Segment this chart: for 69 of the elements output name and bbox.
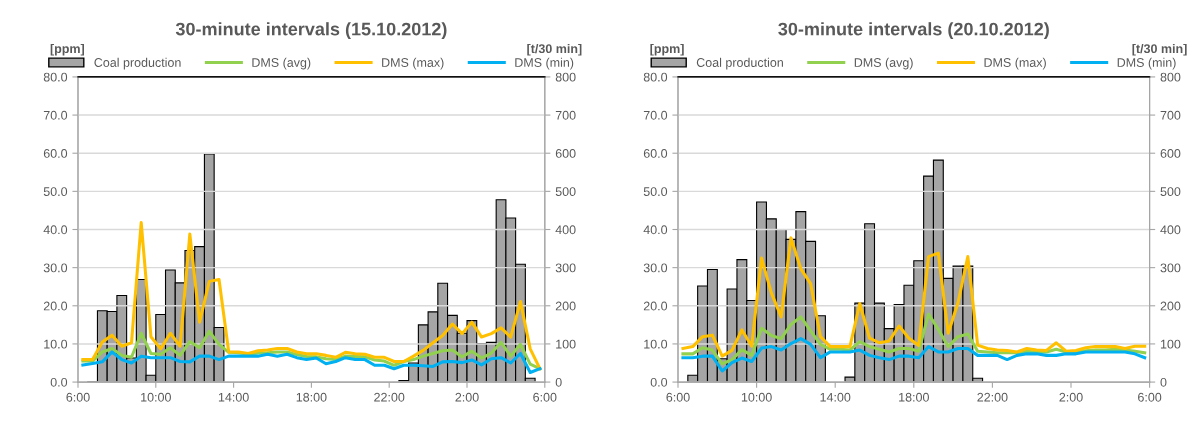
x-tick-label: 14:00 (820, 392, 851, 402)
x-tick-label: 10:00 (741, 392, 772, 402)
y2-tick-label: 500 (555, 187, 576, 197)
y2-tick-label: 800 (555, 72, 576, 82)
y2-tick-label: 100 (556, 339, 576, 349)
x-tick-label: 18:00 (899, 392, 929, 402)
y2-tick-label: 500 (1160, 187, 1181, 197)
legend-label: DMS (max) (382, 57, 444, 70)
y2-tick-label: 0 (555, 377, 562, 387)
y2-tick-label: 400 (1160, 225, 1181, 235)
line-series (681, 337, 1147, 373)
legend-label: DMS (max) (984, 57, 1046, 70)
y2-tick-label: 400 (555, 225, 576, 235)
x-tick-label: 6:00 (666, 392, 690, 402)
y-axis-title: [ppm] (50, 43, 84, 56)
chart-title: 30-minute intervals (15.10.2012) (175, 22, 447, 39)
y2-tick-label: 800 (1160, 72, 1181, 82)
x-tick-label: 2:00 (1059, 392, 1083, 402)
y-tick-label: 60.0 (43, 149, 68, 158)
y2-tick-label: 100 (1160, 339, 1181, 349)
y-tick-label: 40.0 (43, 225, 68, 235)
y2-tick-label: 0 (1160, 377, 1167, 387)
y-tick-label: 70.0 (43, 110, 68, 120)
line-series (81, 350, 542, 375)
y-tick-label: 30.0 (643, 263, 668, 273)
x-tick-label: 6:00 (66, 392, 90, 402)
y-tick-label: 40.0 (643, 225, 668, 235)
y-tick-label: 10.0 (44, 339, 68, 349)
x-tick-label: 14:00 (218, 392, 249, 402)
y2-tick-label: 600 (555, 149, 576, 158)
y-tick-label: 50.0 (43, 187, 68, 197)
y2-tick-label: 300 (1160, 263, 1181, 273)
y2-axis-title: [t/30 min] (527, 43, 582, 56)
y2-tick-label: 200 (1160, 301, 1181, 311)
y2-tick-label: 700 (555, 110, 576, 120)
y-axis-title: [ppm] (650, 43, 684, 56)
y-tick-label: 0.0 (650, 377, 668, 387)
x-tick-label: 6:00 (1138, 392, 1162, 402)
y-tick-label: 10.0 (644, 339, 668, 349)
y2-tick-label: 300 (555, 263, 576, 273)
line-series (81, 329, 542, 371)
legend-label: DMS (avg) (252, 57, 311, 70)
y-tick-label: 80.0 (643, 72, 668, 82)
y-tick-label: 0.0 (50, 377, 68, 387)
y-tick-label: 60.0 (643, 149, 668, 158)
legend-label: Coal production (94, 57, 181, 70)
y2-tick-label: 200 (555, 301, 576, 311)
y2-tick-label: 600 (1160, 149, 1181, 158)
y-tick-label: 80.0 (43, 72, 68, 82)
x-tick-label: 6:00 (533, 392, 557, 402)
x-tick-label: 18:00 (296, 392, 327, 402)
y2-axis-title: [t/30 min] (1132, 43, 1187, 56)
legend-label: DMS (min) (1117, 57, 1176, 70)
legend-label: DMS (min) (515, 57, 574, 70)
line-series (81, 221, 542, 371)
x-tick-label: 10:00 (141, 392, 171, 402)
x-tick-label: 22:00 (977, 392, 1008, 402)
legend-label: Coal production (696, 57, 783, 70)
y2-tick-label: 700 (1160, 110, 1181, 120)
y-tick-label: 20.0 (643, 301, 668, 311)
chart-title: 30-minute intervals (20.10.2012) (778, 22, 1049, 39)
x-tick-label: 2:00 (455, 392, 479, 402)
legend-label: DMS (avg) (854, 57, 913, 70)
y-tick-label: 30.0 (43, 263, 68, 273)
x-tick-label: 22:00 (374, 392, 405, 402)
y-tick-label: 50.0 (643, 187, 668, 197)
y-tick-label: 20.0 (43, 301, 68, 311)
y-tick-label: 70.0 (643, 110, 668, 120)
line-series (681, 236, 1147, 358)
